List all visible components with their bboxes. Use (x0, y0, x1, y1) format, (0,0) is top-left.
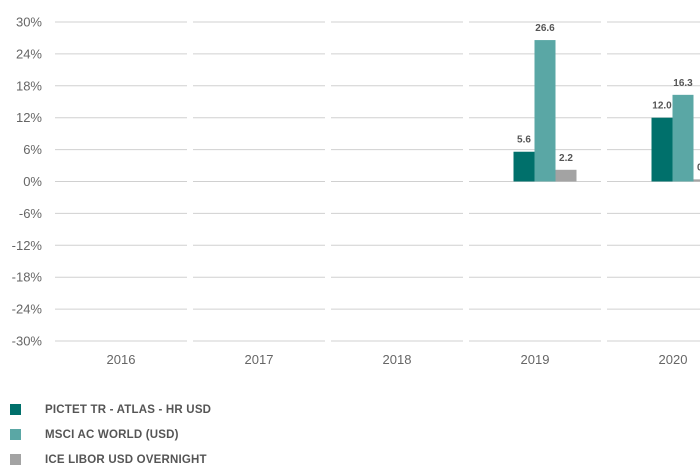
data-label: 26.6 (535, 23, 555, 34)
legend-swatch (10, 429, 21, 440)
legend-item-msci: MSCI AC WORLD (USD) (10, 422, 211, 447)
data-label: 16.3 (673, 78, 693, 89)
x-tick-label: 2020 (659, 352, 688, 367)
legend-swatch (10, 404, 21, 415)
bar (514, 152, 535, 182)
bar-chart: 30% 24% 18% 12% 6% 0% -6% -12% -18% -24% -30% 5.6 2… (0, 0, 700, 392)
bar (652, 118, 673, 182)
y-tick-label: -12% (12, 238, 43, 253)
y-tick-label: -30% (12, 334, 43, 349)
x-tick-label: 2018 (383, 352, 412, 367)
x-axis-ticks: 2016 2017 2018 2019 2020 (107, 352, 688, 367)
bar (556, 170, 577, 182)
y-axis-ticks: 30% 24% 18% 12% 6% 0% -6% -12% -18% -24% -30% (12, 15, 43, 349)
y-tick-label: 24% (16, 46, 42, 61)
y-tick-label: -18% (12, 270, 43, 285)
bar (694, 179, 700, 181)
x-tick-label: 2016 (107, 352, 136, 367)
x-tick-label: 2019 (521, 352, 550, 367)
bar (673, 95, 694, 182)
y-tick-label: 30% (16, 15, 42, 30)
grid-lines (55, 22, 700, 341)
legend-swatch (10, 454, 21, 465)
legend-label: PICTET TR - ATLAS - HR USD (45, 404, 211, 416)
legend-label: ICE LIBOR USD OVERNIGHT (45, 454, 207, 466)
legend: PICTET TR - ATLAS - HR USD MSCI AC WORLD… (10, 397, 211, 472)
data-label: 5.6 (517, 135, 531, 146)
data-label: 2.2 (559, 153, 573, 164)
y-tick-label: 18% (16, 78, 42, 93)
legend-label: MSCI AC WORLD (USD) (45, 429, 179, 441)
legend-item-pictet: PICTET TR - ATLAS - HR USD (10, 397, 211, 422)
x-tick-label: 2017 (245, 352, 274, 367)
y-tick-label: 0% (23, 174, 42, 189)
y-tick-label: -24% (12, 302, 43, 317)
data-label: 12.0 (652, 101, 672, 112)
bar (535, 40, 556, 181)
y-tick-label: -6% (19, 206, 43, 221)
legend-item-libor: ICE LIBOR USD OVERNIGHT (10, 447, 211, 472)
bars (514, 40, 700, 181)
y-tick-label: 6% (23, 142, 42, 157)
y-tick-label: 12% (16, 110, 42, 125)
